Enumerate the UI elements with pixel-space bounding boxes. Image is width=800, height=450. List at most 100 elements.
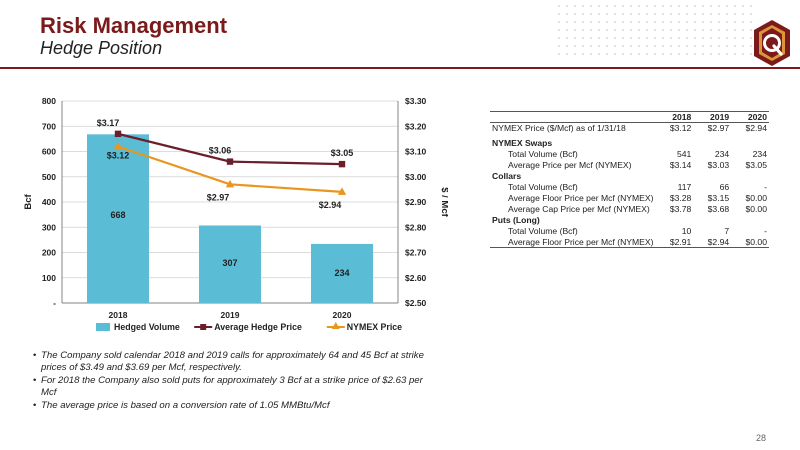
- line-value-label: $3.12: [107, 150, 130, 160]
- y2-tick-label: $3.20: [405, 121, 427, 131]
- note-item: For 2018 the Company also sold puts for …: [33, 375, 433, 399]
- table-row: NYMEX Price ($/Mcf) as of 1/31/18 $3.12 …: [490, 123, 769, 134]
- page-subtitle: Hedge Position: [40, 38, 163, 58]
- cell-2018: 541: [676, 149, 692, 159]
- legend-label: NYMEX Price: [347, 322, 402, 332]
- cell-2020: $0.00: [745, 236, 767, 247]
- bar: [311, 243, 373, 303]
- line-point: [338, 160, 346, 168]
- x-tick-label: 2019: [221, 310, 240, 320]
- y2-tick-label: $3.00: [405, 172, 427, 182]
- y-tick-label: 100: [42, 273, 56, 283]
- line-point: [114, 130, 122, 138]
- q-logo-icon: [754, 20, 790, 66]
- line-point: [113, 141, 123, 150]
- line-point: [225, 179, 235, 188]
- line-value-label: $2.94: [319, 200, 342, 210]
- section-label: NYMEX Swaps: [492, 138, 553, 148]
- cell-2019: 7: [724, 226, 730, 236]
- legend-marker: [200, 324, 207, 330]
- section-label: Collars: [492, 171, 522, 181]
- note-item: The average price is based on a conversi…: [33, 400, 433, 412]
- y-tick-label: 400: [42, 197, 56, 207]
- y2-tick-label: $3.30: [405, 96, 427, 106]
- cell-2020: $0.00: [745, 204, 767, 214]
- table-row: Average Floor Price per Mcf (NYMEX) $3.2…: [490, 193, 769, 204]
- table-row: Total Volume (Bcf) 541 234 234: [490, 149, 769, 160]
- table-header-2018: 2018: [655, 111, 694, 123]
- y-axis-title: Bcf: [23, 194, 34, 210]
- y2-tick-label: $2.70: [405, 248, 427, 258]
- cell-2018: $2.91: [669, 236, 692, 247]
- y2-tick-label: $2.60: [405, 273, 427, 283]
- cell-2019: $3.03: [707, 160, 730, 170]
- cell-2020: 234: [752, 149, 767, 159]
- hedge-table: 2018 2019 2020 NYMEX Price ($/Mcf) as of…: [490, 111, 769, 248]
- bar-value-label: 668: [110, 210, 125, 220]
- row-label: Total Volume (Bcf): [508, 182, 578, 192]
- y-tick-label: 600: [42, 147, 56, 157]
- row-label: Average Floor Price per Mcf (NYMEX): [508, 193, 654, 203]
- table-section-row: Collars: [490, 171, 769, 182]
- table-row: Total Volume (Bcf) 117 66 -: [490, 182, 769, 193]
- legend-marker: [331, 322, 340, 329]
- row-label: Total Volume (Bcf): [508, 226, 578, 236]
- table-header-label: [490, 111, 656, 123]
- y-tick-label: 700: [42, 121, 56, 131]
- section-label: Puts (Long): [492, 215, 540, 225]
- row-label: Total Volume (Bcf): [508, 149, 578, 159]
- cell-2018: 117: [677, 182, 692, 192]
- bar: [87, 134, 149, 303]
- cell-2019: $3.68: [707, 204, 730, 214]
- row-label: Average Floor Price per Mcf (NYMEX): [508, 236, 654, 247]
- x-tick-label: 2020: [333, 310, 352, 320]
- cell-2019: $2.94: [707, 236, 730, 247]
- table-header-2019: 2019: [693, 111, 732, 123]
- row-label: Average Cap Price per Mcf (NYMEX): [508, 204, 650, 214]
- cell-2018: $3.28: [669, 193, 692, 203]
- y-tick-label: 300: [42, 222, 56, 232]
- legend-label: Average Hedge Price: [214, 322, 302, 332]
- table-row: Average Cap Price per Mcf (NYMEX) $3.78 …: [490, 204, 769, 215]
- notes-list: The Company sold calendar 2018 and 2019 …: [33, 350, 433, 413]
- note-item: The Company sold calendar 2018 and 2019 …: [33, 350, 433, 374]
- y-tick-label: 200: [42, 248, 56, 258]
- cell-2020: $0.00: [745, 193, 767, 203]
- page-title: Risk Management: [40, 13, 228, 38]
- table-header-row: 2018 2019 2020: [490, 111, 769, 123]
- y-tick-label: -: [53, 298, 56, 308]
- cell-2018: $3.12: [669, 123, 692, 134]
- row-label: Average Price per Mcf (NYMEX): [508, 160, 632, 170]
- cell-2020: -: [764, 226, 767, 236]
- table-section-row: NYMEX Swaps: [490, 138, 769, 149]
- line-value-label: $3.06: [209, 146, 232, 156]
- cell-2020: $3.05: [745, 160, 767, 170]
- cell-2018: $3.78: [669, 204, 692, 214]
- cell-2019: $3.15: [707, 193, 730, 203]
- y-tick-label: 800: [42, 96, 56, 106]
- cell-2018: 10: [681, 226, 692, 236]
- table-row: Average Floor Price per Mcf (NYMEX) $2.9…: [490, 237, 769, 248]
- table-section-row: Puts (Long): [490, 215, 769, 226]
- cell-2020: -: [764, 182, 767, 192]
- hedge-position-chart: - 100 200 300 400 500 600 700 800 $2.50 $2.60 $2.70…: [23, 96, 448, 332]
- line-value-label: $3.05: [331, 148, 354, 158]
- y2-tick-label: $2.50: [405, 298, 427, 308]
- x-tick-label: 2018: [109, 310, 128, 320]
- line-value-label: $2.97: [207, 192, 230, 202]
- legend-label: Hedged Volume: [114, 322, 180, 332]
- cell-2019: 234: [714, 149, 730, 159]
- cell-2019: 66: [719, 182, 730, 192]
- table-header-2020: 2020: [731, 111, 769, 123]
- y2-tick-label: $2.80: [405, 222, 427, 232]
- page-number: 28: [756, 433, 767, 443]
- y-tick-label: 500: [42, 172, 56, 182]
- title-divider: [0, 67, 800, 69]
- cell-2020: $2.94: [745, 123, 767, 134]
- line-point: [226, 158, 234, 165]
- bar: [199, 225, 261, 303]
- y2-tick-label: $2.90: [405, 197, 427, 207]
- cell-2018: $3.14: [669, 160, 692, 170]
- cell-2019: $2.97: [707, 123, 730, 134]
- table-row: Total Volume (Bcf) 10 7 -: [490, 226, 769, 237]
